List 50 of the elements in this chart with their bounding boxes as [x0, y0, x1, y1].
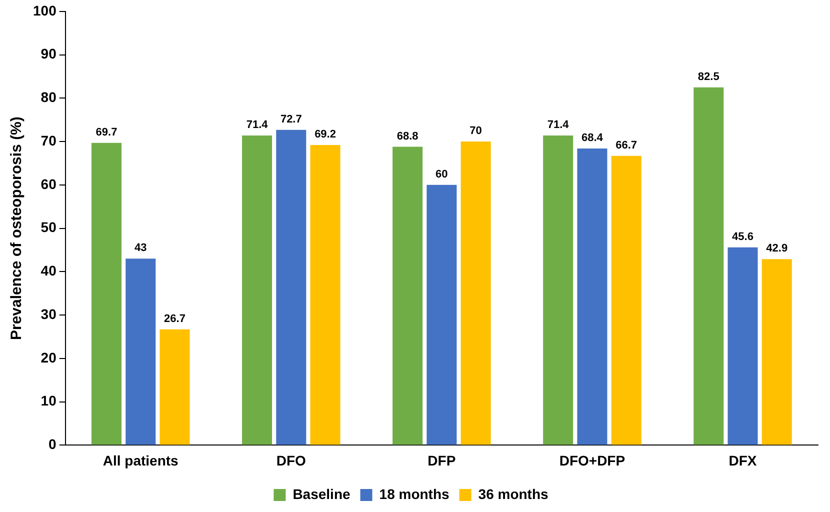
y-tick-label: 20 [40, 349, 57, 366]
data-label: 70 [470, 125, 482, 138]
data-label: 69.2 [314, 128, 336, 141]
data-label: 68.8 [396, 130, 418, 142]
legend-label: 36 months [478, 486, 549, 502]
legend-label: Baseline [292, 486, 350, 502]
legend-label: 18 months [379, 486, 450, 502]
y-tick-label: 90 [40, 46, 57, 62]
x-tick-label: DFO+DFP [559, 452, 626, 468]
y-tick-label: 70 [40, 132, 57, 148]
data-label: 71.4 [547, 119, 570, 131]
y-tick-label: 100 [33, 2, 57, 18]
y-tick-label: 60 [40, 176, 57, 192]
data-label: 82.5 [698, 70, 720, 83]
bar [694, 87, 724, 445]
bar [728, 247, 758, 445]
data-label: 71.4 [246, 119, 269, 131]
bar [392, 146, 423, 445]
data-label: 43 [134, 242, 147, 254]
y-tick-label: 80 [40, 89, 57, 106]
y-tick-label: 40 [40, 262, 57, 279]
bar [276, 130, 306, 445]
x-tick-label: All patients [102, 452, 179, 468]
data-label: 69.7 [96, 126, 118, 138]
data-label: 72.7 [280, 113, 302, 126]
y-tick-label: 10 [40, 392, 57, 409]
data-label: 26.7 [164, 312, 186, 325]
y-tick-label: 50 [40, 219, 57, 236]
bar [126, 258, 156, 445]
bar [762, 259, 792, 445]
bar [543, 135, 574, 445]
x-tick-label: DFO [276, 452, 306, 468]
y-axis-title: Prevalence of osteoporosis (%) [8, 116, 26, 340]
bar [91, 142, 122, 445]
data-label: 60 [436, 168, 448, 180]
bar [426, 184, 457, 445]
bar [242, 135, 272, 445]
y-tick-label: 30 [40, 306, 57, 322]
bar [611, 156, 642, 445]
y-tick-label: 0 [48, 436, 57, 452]
data-label: 42.9 [766, 242, 788, 255]
bar [460, 142, 491, 445]
x-tick-label: DFX [728, 452, 758, 468]
x-tick-label: DFP [428, 452, 456, 468]
bar [160, 329, 190, 445]
data-label: 66.7 [616, 139, 638, 152]
bar [310, 145, 340, 445]
bar [577, 148, 608, 445]
data-label: 68.4 [581, 132, 604, 144]
data-label: 45.6 [732, 230, 754, 243]
